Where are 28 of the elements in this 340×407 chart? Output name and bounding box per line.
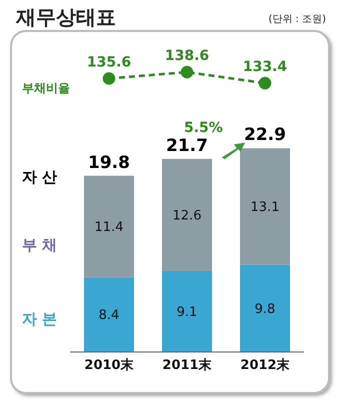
x-tick-label: 2012末 bbox=[240, 358, 291, 374]
data-label: 12.6 bbox=[172, 208, 202, 224]
data-label: 135.6 bbox=[86, 54, 132, 70]
text: 5.5% bbox=[184, 120, 223, 136]
series-label: 자 본 bbox=[22, 310, 58, 329]
data-label: 9.8 bbox=[254, 302, 276, 318]
text: 자 산 bbox=[22, 168, 58, 187]
bar bbox=[84, 176, 134, 278]
text: 부채비율 bbox=[22, 80, 70, 97]
data-label: 8.4 bbox=[98, 308, 120, 324]
bar bbox=[240, 264, 290, 352]
bar bbox=[240, 148, 290, 265]
bar bbox=[162, 271, 212, 352]
data-label: 11.4 bbox=[94, 220, 124, 236]
total-label: 21.7 bbox=[166, 136, 208, 156]
total-label: 22.9 bbox=[244, 125, 286, 146]
data-label: 13.1 bbox=[250, 200, 280, 216]
bar bbox=[162, 158, 212, 272]
x-tick-label: 2010末 bbox=[84, 358, 135, 374]
series-label: 부 채 bbox=[22, 236, 58, 255]
data-label: 9.1 bbox=[176, 305, 198, 320]
data-label: 133.4 bbox=[242, 59, 288, 76]
bar bbox=[84, 277, 134, 352]
text: (단위 : 조원) bbox=[268, 13, 326, 26]
total-label: 19.8 bbox=[88, 152, 130, 173]
data-label: 138.6 bbox=[164, 48, 210, 64]
chart-title: 재무상태표 bbox=[16, 4, 116, 31]
x-tick-label: 2011末 bbox=[162, 358, 213, 374]
